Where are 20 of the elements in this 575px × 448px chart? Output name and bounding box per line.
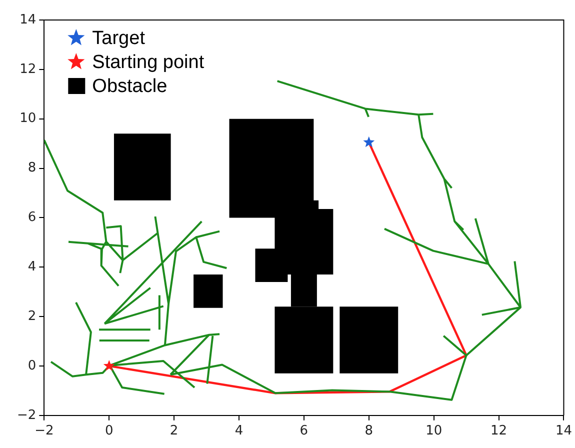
y-tick-label: 2 bbox=[28, 308, 36, 324]
y-tick-label: 10 bbox=[20, 111, 36, 126]
y-tick-label: 0 bbox=[28, 358, 36, 374]
x-tick-label: 8 bbox=[364, 424, 374, 439]
y-tick-label: 4 bbox=[28, 260, 36, 274]
x-tick-label: 14 bbox=[555, 424, 572, 439]
x-tick-label: 6 bbox=[300, 424, 308, 439]
y-tick-label: 12 bbox=[20, 62, 36, 77]
x-tick-label: 4 bbox=[234, 424, 244, 439]
y-tick-label: −2 bbox=[16, 408, 36, 423]
x-tick-label: 12 bbox=[490, 424, 508, 439]
legend-label: Starting point bbox=[92, 52, 205, 74]
x-tick-label: 2 bbox=[170, 424, 178, 439]
legend-label: Obstacle bbox=[92, 76, 168, 98]
x-tick-label: 10 bbox=[426, 424, 442, 439]
y-tick-label: 8 bbox=[28, 160, 36, 176]
y-tick-label: 6 bbox=[28, 210, 36, 226]
x-tick-label: 0 bbox=[104, 424, 114, 439]
legend-label: Target bbox=[92, 28, 146, 50]
y-tick-label: 14 bbox=[20, 12, 36, 28]
